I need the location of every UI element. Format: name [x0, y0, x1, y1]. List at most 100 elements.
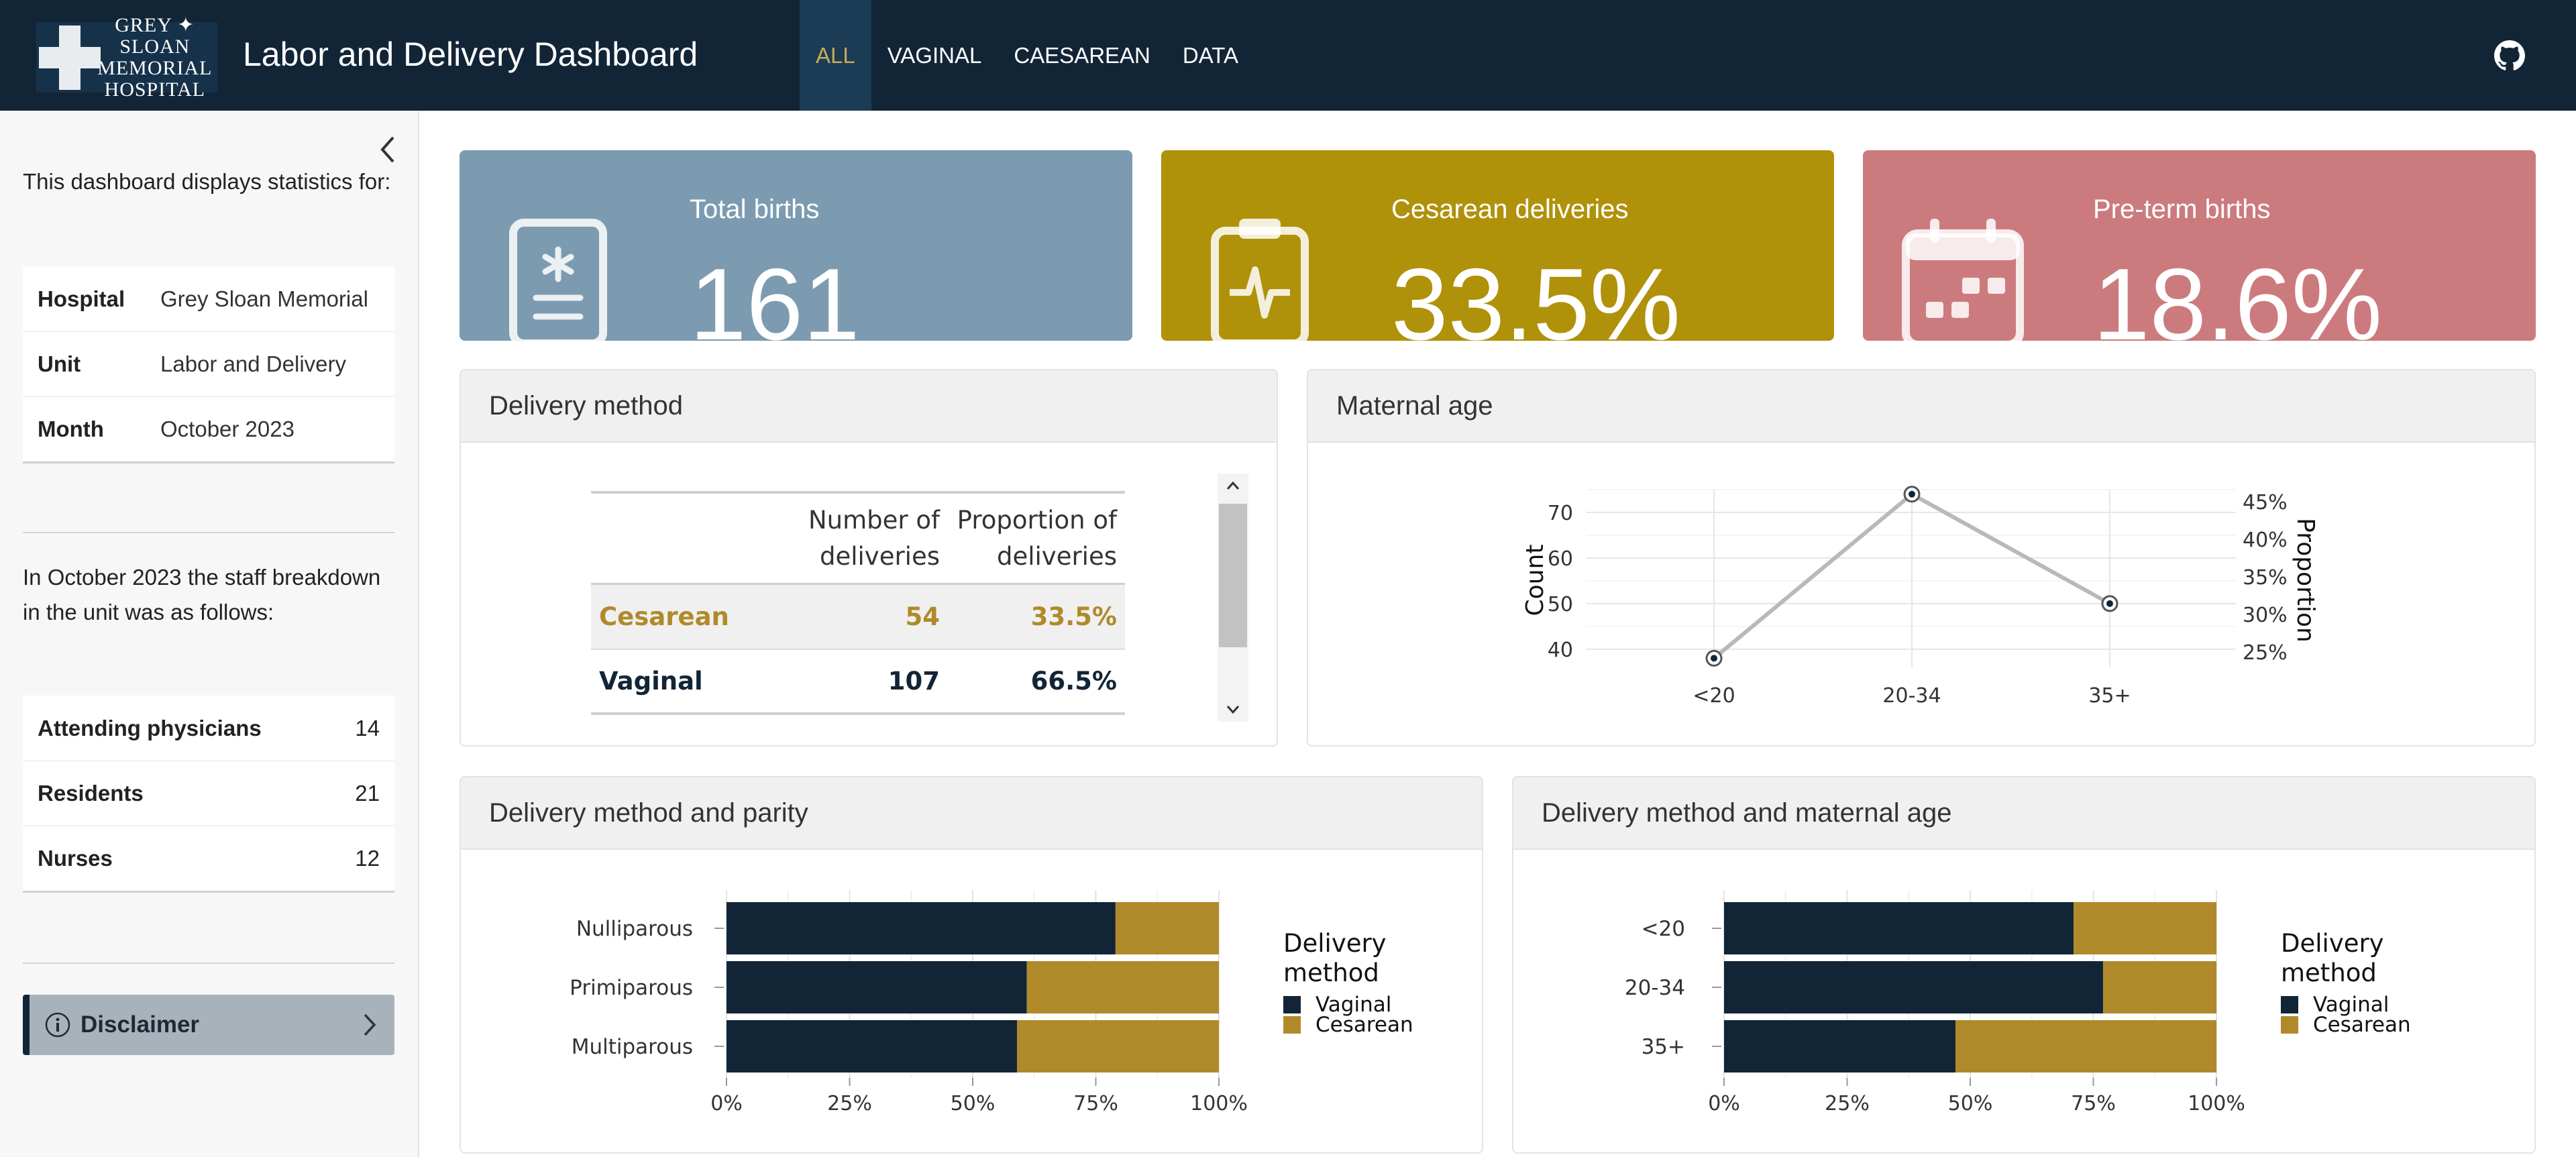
value-box-total-births: Total births 161: [460, 150, 1132, 341]
maternal-age-line-chart: 40 50 60 70 25% 30% 35% 40% 45% <20 20-34 35+ Count P…: [1521, 486, 2319, 708]
legend-label: Vaginal: [1316, 993, 1391, 1017]
cell-method: Vaginal: [599, 667, 703, 696]
staff-row: Residents 21: [23, 761, 394, 826]
chevron-down-icon[interactable]: [1226, 702, 1240, 716]
disclaimer-accordion[interactable]: Disclaimer: [23, 995, 394, 1055]
value-box-title: Cesarean deliveries: [1391, 195, 1629, 224]
card-title: Delivery method and maternal age: [1513, 777, 2534, 850]
x-tick-label: 25%: [1825, 1092, 1870, 1115]
bar-segment: [1724, 902, 2074, 954]
value-box-cesarean: Cesarean deliveries 33.5%: [1161, 150, 1834, 341]
table-row: Cesarean 54 33.5%: [591, 585, 1125, 649]
table-row: Vaginal 107 66.5%: [591, 649, 1125, 712]
bar-segment: [2074, 902, 2216, 954]
y-tick-label: 60: [1548, 547, 1573, 571]
y2-tick-label: 25%: [2243, 641, 2288, 665]
bar-segment: [727, 1020, 1018, 1072]
y2-tick-label: 40%: [2243, 529, 2288, 552]
value-box-preterm: Pre-term births 18.6%: [1863, 150, 2536, 341]
legend-title: method: [2281, 958, 2377, 987]
bar-segment: [2103, 961, 2216, 1013]
tab-all[interactable]: ALL: [800, 0, 871, 111]
info-key: Month: [38, 417, 104, 441]
bar-segment: [1115, 902, 1219, 954]
staff-row: Nurses 12: [23, 826, 394, 891]
legend-swatch: [1283, 996, 1301, 1013]
disclaimer-label: Disclaimer: [80, 1011, 200, 1038]
cell-count: 107: [888, 667, 940, 696]
y-tick-label: <20: [1642, 917, 1685, 941]
info-value: October 2023: [160, 417, 294, 441]
info-key: Unit: [38, 351, 81, 376]
github-icon[interactable]: [2494, 40, 2525, 71]
y2-tick-label: 35%: [2243, 566, 2288, 590]
y-tick-label: Primiparous: [570, 976, 693, 1000]
info-value: Labor and Delivery: [160, 351, 346, 376]
legend-title: Delivery: [1283, 929, 1387, 958]
cell-method: Cesarean: [599, 602, 729, 631]
y-tick-label: 70: [1548, 502, 1573, 525]
data-point-center: [2106, 600, 2113, 607]
x-tick-label: 35+: [2088, 684, 2131, 708]
table-scrollbar[interactable]: [1218, 474, 1248, 722]
navbar: GREY ✦ SLOAN MEMORIAL HOSPITAL Labor and…: [0, 0, 2576, 111]
x-tick-label: 100%: [2188, 1092, 2245, 1115]
bar-segment: [1017, 1020, 1219, 1072]
nav-tabs: ALL VAGINAL CAESAREAN DATA: [800, 0, 1254, 111]
legend-title: Delivery: [2281, 929, 2384, 958]
info-row-unit: Unit Labor and Delivery: [23, 331, 394, 396]
tab-data[interactable]: DATA: [1182, 42, 1239, 68]
patient-card-icon: [509, 219, 607, 341]
chevron-right-icon: [364, 1013, 376, 1036]
scrollbar-thumb[interactable]: [1219, 504, 1247, 647]
staff-role: Nurses: [38, 846, 113, 871]
x-tick-label: 50%: [1948, 1092, 1993, 1115]
x-tick-label: <20: [1693, 684, 1735, 708]
chevron-left-icon[interactable]: [377, 133, 398, 166]
x-tick-label: 100%: [1190, 1092, 1248, 1115]
chevron-up-icon[interactable]: [1226, 479, 1240, 494]
value-box-title: Total births: [690, 195, 820, 224]
cell-proportion: 66.5%: [1030, 666, 1117, 696]
logo-line-1: GREY ✦ SLOAN: [115, 13, 195, 58]
age-stacked-bar-chart: <20 20-34 35+ 0% 25% 50% 75% 100% Deliverymethod…: [1625, 890, 2411, 1115]
maternal-age-card: Maternal age 40 50 60 70 25% 30% 35% 40% 45% <20 2…: [1307, 369, 2536, 747]
legend-label: Cesarean: [2313, 1013, 2411, 1037]
logo-cross-icon: [39, 25, 101, 90]
x-tick-label: 50%: [951, 1092, 996, 1115]
logo-text: GREY ✦ SLOAN MEMORIAL HOSPITAL: [93, 13, 217, 101]
card-title: Delivery method: [461, 370, 1277, 443]
calendar-icon: [1902, 219, 2024, 341]
logo-line-3: HOSPITAL: [104, 78, 206, 101]
tab-caesarean[interactable]: CAESAREAN: [1014, 42, 1150, 68]
hospital-logo[interactable]: GREY ✦ SLOAN MEMORIAL HOSPITAL: [36, 14, 217, 100]
divider: [23, 532, 394, 533]
staff-table: Attending physicians 14 Residents 21 Nur…: [23, 696, 394, 893]
legend-swatch: [2281, 1016, 2298, 1034]
y-axis-title: Count: [1521, 545, 1549, 616]
value-box-value: 161: [690, 247, 860, 341]
x-tick-label: 20-34: [1882, 684, 1941, 708]
y-tick-label: 50: [1548, 593, 1573, 616]
sidebar-intro: This dashboard displays statistics for:: [23, 169, 391, 194]
y-tick-label: 20-34: [1625, 976, 1685, 1000]
bar-segment: [727, 961, 1027, 1013]
bar-segment: [1026, 961, 1219, 1013]
y-tick-label: 40: [1548, 639, 1573, 662]
data-point-center: [1711, 655, 1717, 662]
y2-tick-label: 45%: [2243, 491, 2288, 514]
tab-vaginal[interactable]: VAGINAL: [887, 42, 982, 68]
card-title: Maternal age: [1308, 370, 2534, 443]
x-tick-label: 75%: [1073, 1092, 1118, 1115]
legend-swatch: [2281, 996, 2298, 1013]
card-title: Delivery method and parity: [461, 777, 1482, 850]
x-tick-label: 25%: [827, 1092, 872, 1115]
y2-tick-label: 30%: [2243, 604, 2288, 627]
x-tick-label: 75%: [2071, 1092, 2116, 1115]
info-value: Grey Sloan Memorial: [160, 286, 368, 311]
bar-segment: [727, 902, 1116, 954]
value-box-title: Pre-term births: [2093, 195, 2271, 224]
parity-stacked-bar-chart: Nulliparous Primiparous Multiparous 0% 25% 50…: [570, 890, 1413, 1115]
value-box-value: 18.6%: [2093, 247, 2382, 341]
legend-label: Cesarean: [1316, 1013, 1413, 1037]
